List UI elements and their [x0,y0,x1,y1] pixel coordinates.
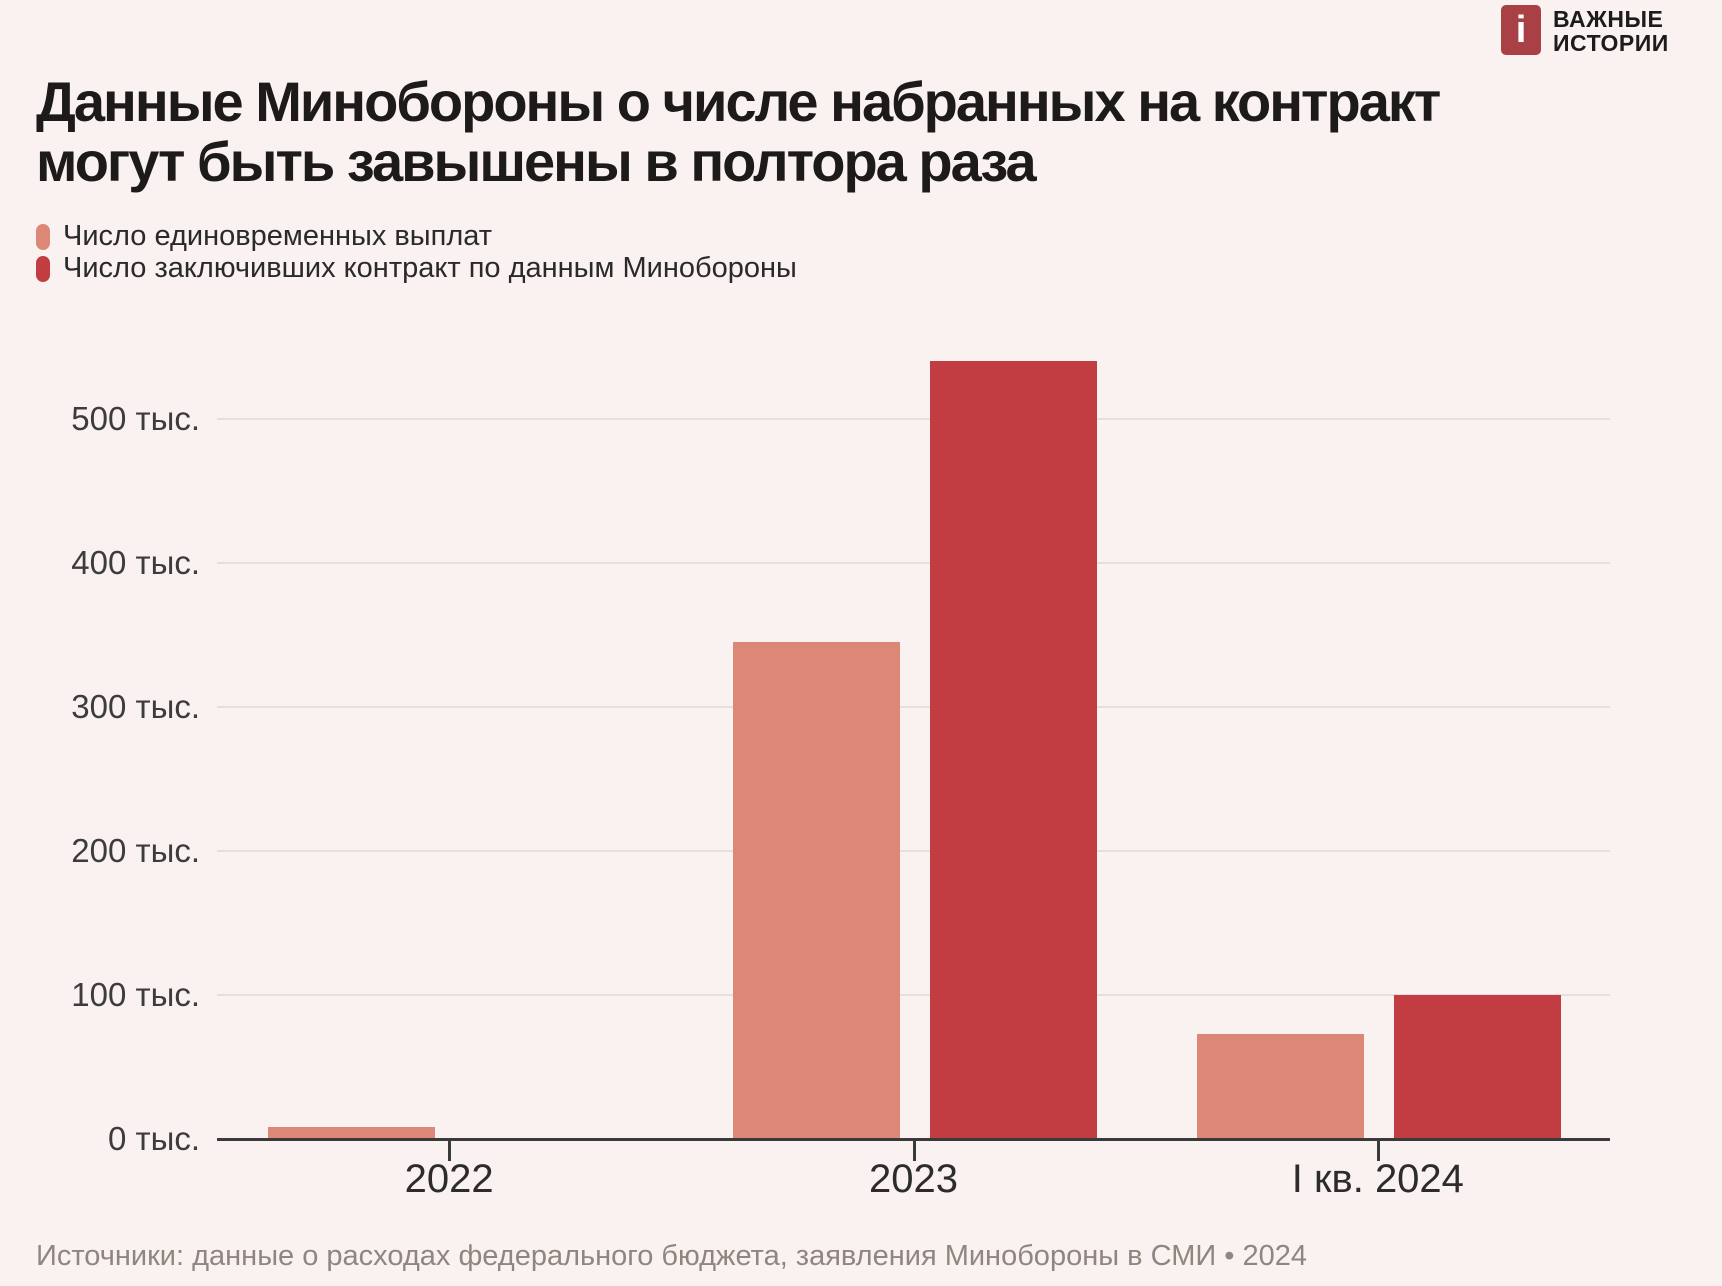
logo-word-line1: ВАЖНЫЕ [1553,6,1664,32]
legend-label: Число заключивших контракт по данным Мин… [63,252,797,284]
y-axis-tick-label: 400 тыс. [71,544,200,581]
x-axis-tick [912,1141,916,1161]
legend-swatch-icon [36,223,50,250]
legend-swatch-icon [36,255,50,282]
bar-Iкв2024-mod-claims [1393,995,1561,1139]
bar-2023-payments [732,642,900,1139]
chart-title: Данные Минобороны о числе набранных на к… [36,70,1441,193]
gridline [217,706,1610,708]
logo-glyph: i [1515,9,1527,51]
y-axis-tick-label: 0 тыс. [107,1120,200,1157]
y-axis-tick-label: 500 тыс. [71,400,200,437]
y-axis-tick-label: 300 тыс. [71,688,200,725]
gridline [217,562,1610,564]
x-axis-line [217,1138,1610,1141]
source-caption: Источники: данные о расходах федеральног… [36,1240,1307,1272]
bar-2022-payments [268,1127,436,1139]
legend-item: Число единовременных выплат [36,222,797,251]
gridline [217,418,1610,420]
bar-Iкв2024-payments [1196,1033,1364,1139]
legend: Число единовременных выплат Число заключи… [36,222,797,283]
y-axis-tick-label: 100 тыс. [71,976,200,1013]
x-axis-tick-label: 2023 [869,1157,958,1201]
bar-2023-mod-claims [929,361,1097,1139]
logo-i-icon: i [1501,5,1541,55]
logo-word-line2: ИСТОРИИ [1553,30,1669,56]
x-axis-tick [1376,1141,1380,1161]
x-axis-tick-label: 2022 [404,1157,494,1201]
legend-item: Число заключивших контракт по данным Мин… [36,254,797,283]
y-axis-tick-label: 200 тыс. [71,832,200,869]
logo: i ВАЖНЫЕ ИСТОРИИ [1501,5,1669,55]
legend-label: Число единовременных выплат [63,220,493,252]
gridline [217,994,1610,996]
gridline [217,850,1610,852]
x-axis-tick [448,1141,452,1161]
x-axis-tick-label: I кв. 2024 [1291,1157,1464,1201]
logo-wordmark: ВАЖНЫЕ ИСТОРИИ [1553,5,1669,55]
